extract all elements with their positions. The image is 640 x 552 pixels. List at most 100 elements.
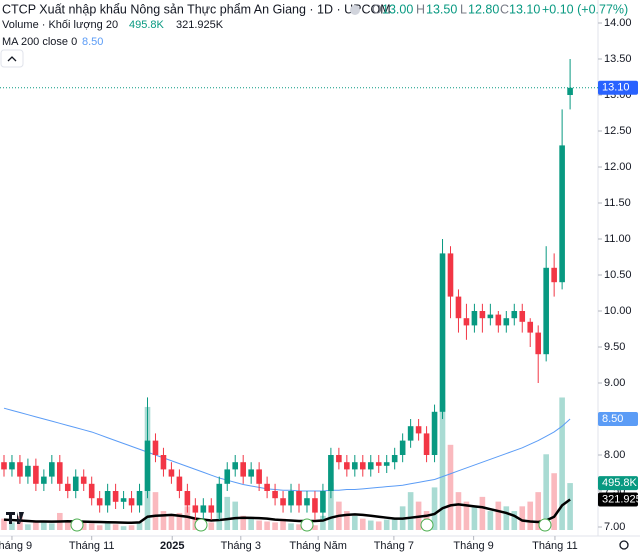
volume-bar [80, 522, 87, 530]
candle-body [256, 469, 262, 484]
volume-bar [447, 444, 454, 530]
candle-body [559, 145, 565, 283]
y-tick-label: 7.00 [604, 521, 625, 533]
volume-bar [41, 520, 47, 530]
candle-body [128, 498, 135, 506]
x-tick-label: 2025 [160, 540, 184, 552]
candle-body [208, 505, 215, 513]
y-tick-label: 11.00 [604, 233, 631, 245]
volume-bar [272, 522, 278, 530]
candle-body [519, 311, 526, 322]
candle-body [120, 498, 127, 502]
y-tick-label: 9.00 [604, 377, 625, 389]
volume-value: 495.8K [129, 19, 165, 31]
volume-bar [152, 492, 159, 530]
volume-bar [112, 524, 119, 530]
volume-legend: Volume · Khối lượng 20 [2, 19, 118, 31]
candle-body [272, 491, 278, 499]
volume-bar [543, 454, 549, 530]
candle-body [511, 311, 518, 319]
candle-body [359, 462, 366, 470]
volume-bar [359, 518, 366, 530]
volume-bar [256, 520, 262, 530]
ohlc-label: O [372, 2, 382, 16]
plot-area [1, 59, 573, 530]
volume-bar [88, 523, 95, 530]
candle-body [288, 491, 294, 506]
volume-bar [535, 492, 541, 530]
volume-bar [9, 522, 15, 530]
candle-body [423, 433, 430, 455]
ohlc-value: 13.50 [426, 2, 457, 16]
volume-ma-line [3, 498, 571, 525]
candle-body [527, 321, 534, 333]
volume-bar [1, 518, 7, 530]
candle-body [463, 318, 470, 326]
y-tick-label: 11.50 [604, 197, 631, 209]
x-tick-label: Tháng 11 [69, 540, 115, 552]
volume-bar [136, 522, 143, 530]
candle-body [33, 465, 39, 484]
candle-body [240, 462, 246, 477]
candle-body [447, 253, 454, 297]
ma-value: 8.50 [82, 36, 103, 48]
candle-body [264, 483, 270, 491]
candle-body [383, 462, 390, 466]
icon[interactable] [350, 5, 360, 15]
volume-bar [479, 496, 486, 530]
x-tick-label: Tháng 9 [453, 540, 493, 552]
candle-body [96, 498, 103, 506]
candle-body [49, 462, 55, 477]
settings-icon[interactable] [619, 540, 629, 550]
candle-body [543, 267, 549, 355]
volume-bar [503, 506, 510, 530]
candle-body [176, 476, 183, 491]
ohlc-label: C [500, 2, 509, 16]
candle-body [1, 462, 7, 470]
volume-ma-label: 321.925K [602, 493, 640, 505]
ohlc-label: H [416, 2, 425, 16]
volume-bar [96, 525, 103, 530]
candle-body [304, 498, 310, 506]
volume-bar [487, 511, 494, 530]
y-tick-label: 12.50 [604, 125, 632, 137]
candle-body [25, 465, 31, 477]
candle-body [80, 476, 87, 484]
ohlc-value: 13.00 [382, 2, 413, 16]
candle-body [415, 426, 422, 434]
volume-bar [184, 506, 191, 530]
candle-body [72, 476, 79, 491]
volume-bar [344, 511, 350, 530]
last-price-label-bg [598, 80, 638, 95]
candle-body [296, 491, 302, 506]
ma-legend: MA 200 close 0 [2, 36, 77, 48]
y-tick-label: 12.00 [604, 161, 632, 173]
volume-bar [439, 400, 446, 530]
candle-body [136, 491, 143, 506]
collapse-button[interactable] [0, 49, 24, 68]
volume-bar [208, 522, 215, 530]
volume-bar [296, 524, 302, 530]
candle-body [104, 491, 111, 506]
event-icons[interactable] [70, 518, 552, 532]
volume-bar [383, 519, 390, 530]
candle-body [200, 505, 207, 513]
volume-bar [104, 521, 111, 530]
y-tick-label: 14.00 [604, 17, 632, 29]
volume-bar [280, 518, 286, 530]
candle-body [471, 311, 478, 326]
candle-body [160, 455, 167, 470]
candle-body [503, 318, 510, 326]
volume-bar [431, 487, 438, 530]
volume-bar [511, 511, 518, 530]
candle-body [192, 505, 199, 513]
ma-line [3, 407, 571, 492]
candle-body [344, 462, 350, 470]
candle-body [399, 440, 406, 455]
volume-bar [168, 515, 175, 530]
volume-bar [248, 518, 254, 530]
volume-bar [240, 515, 246, 530]
x-tick-label: Tháng Năm [289, 540, 346, 552]
ma-price-label: 8.50 [602, 413, 623, 425]
